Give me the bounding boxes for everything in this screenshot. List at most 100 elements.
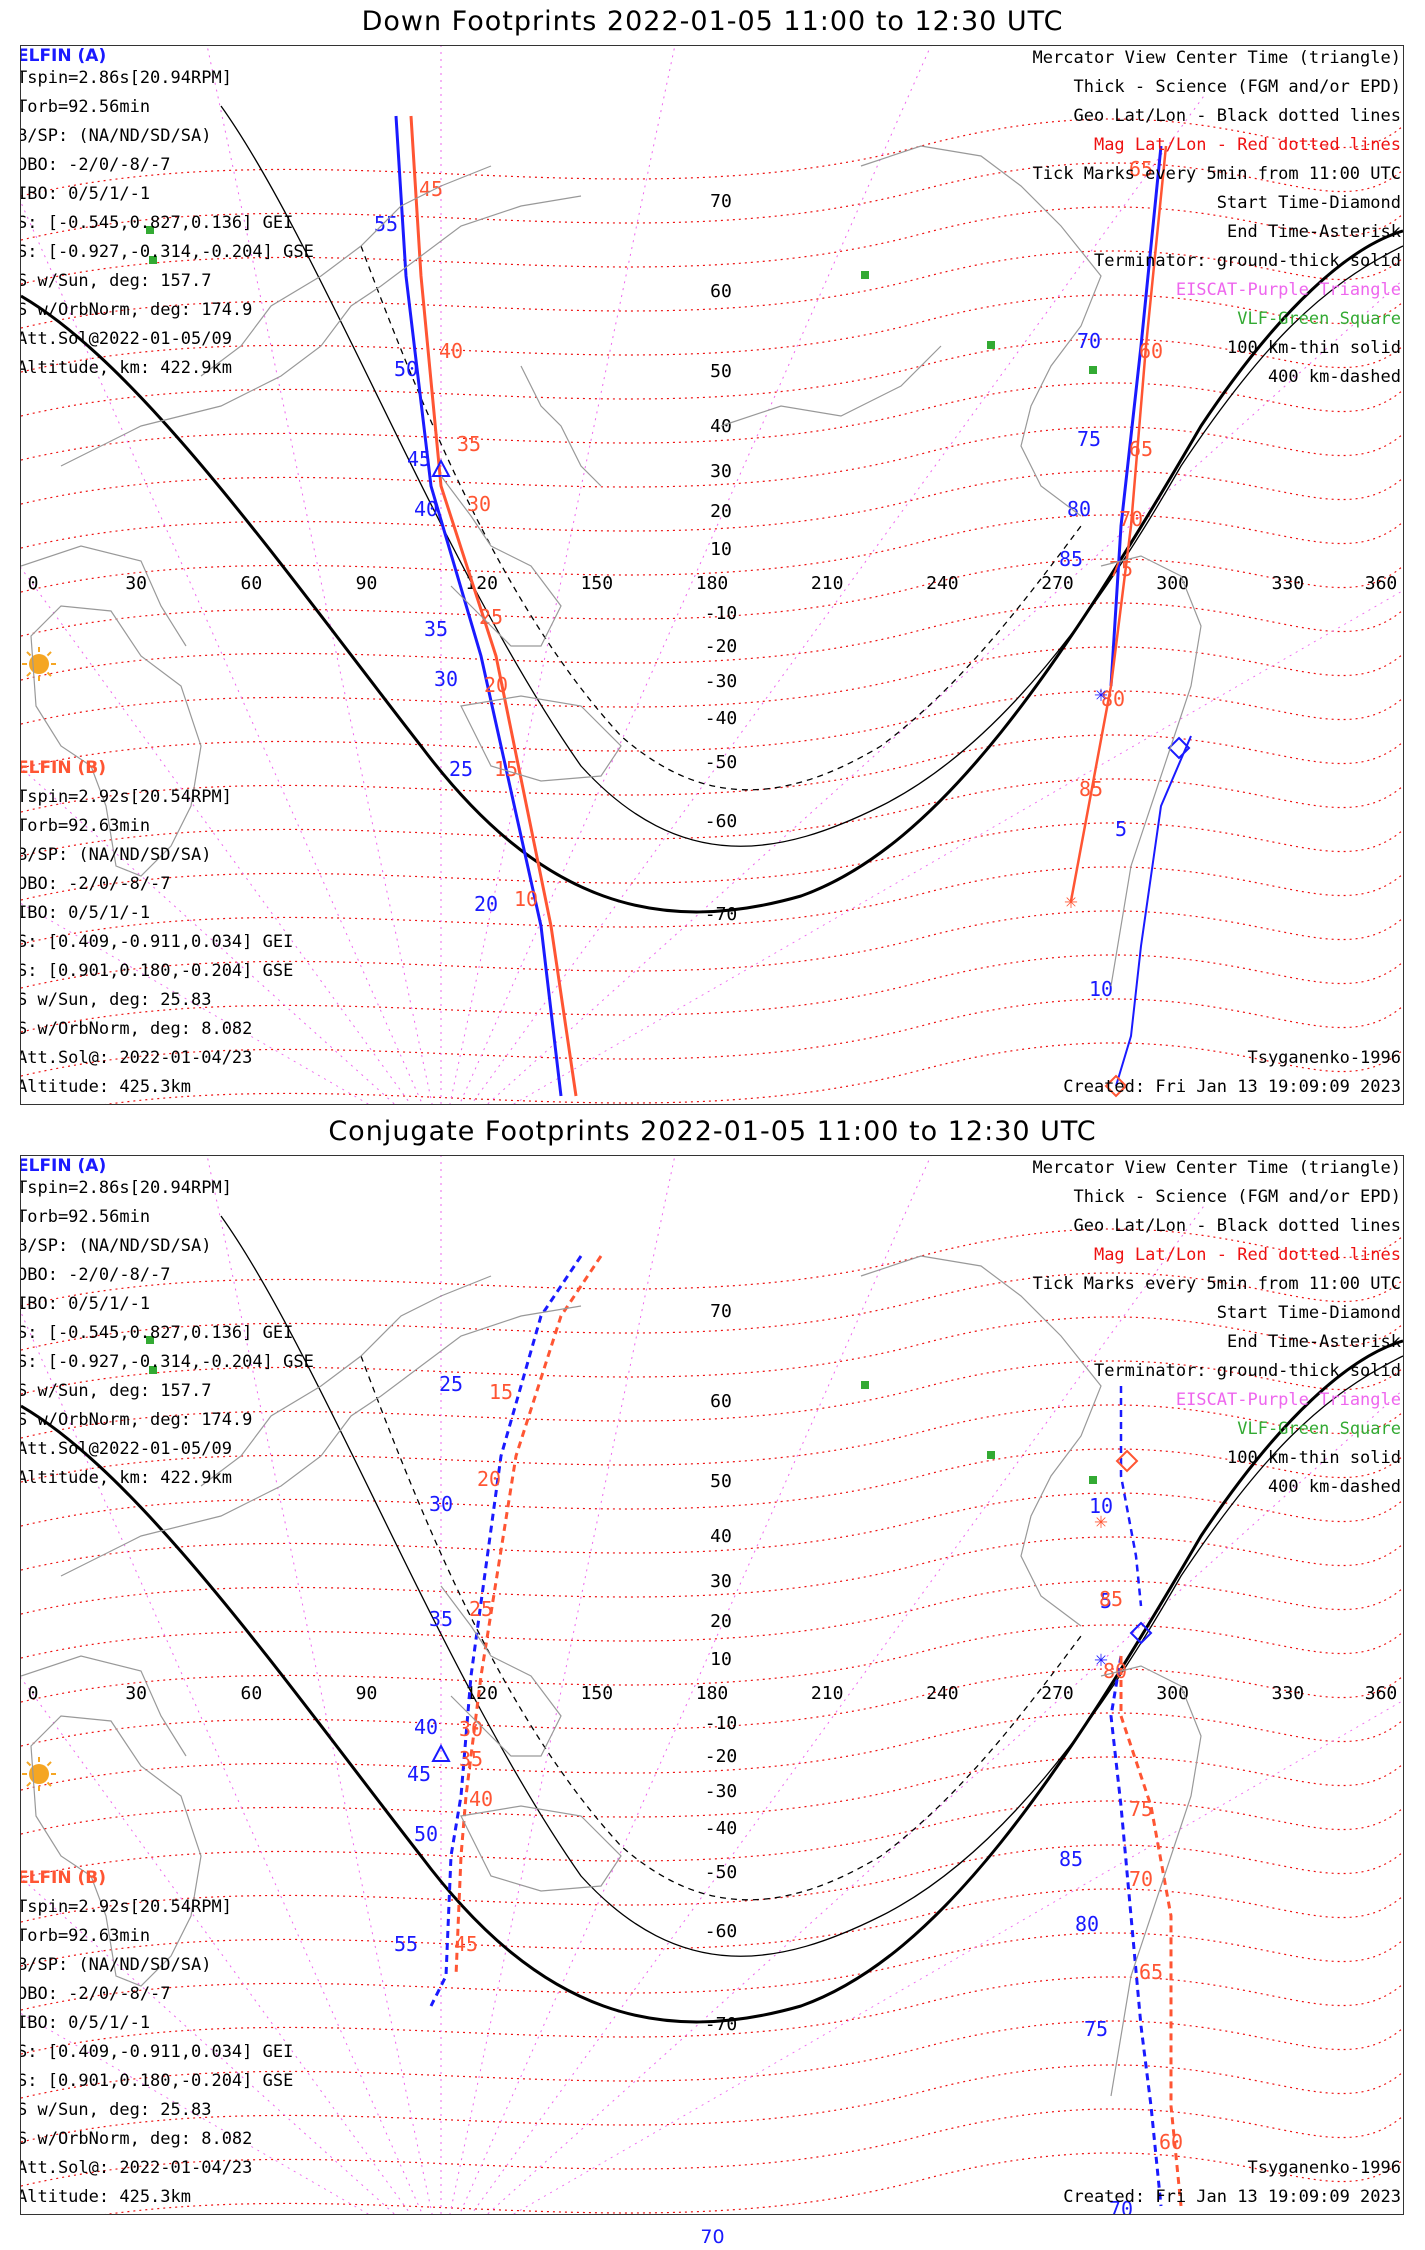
info-line: S w/Sun, deg: 25.83 (20, 2100, 212, 2120)
legend-item: Start Time-Diamond (1216, 1303, 1401, 1323)
stray-lat-label: 70 (700, 2226, 725, 2248)
legend-item: Start Time-Diamond (1216, 193, 1401, 213)
lon-tick-label: 300 (1156, 573, 1189, 594)
start-time-diamond (1115, 1449, 1139, 1473)
terminator-400km (360, 245, 1082, 791)
coastlines (21, 1255, 1202, 2097)
tick-label: 60 (1139, 339, 1163, 363)
vlf-station (861, 271, 869, 279)
info-line: B/SP: (NA/ND/SD/SA) (20, 1236, 212, 1256)
tick-label: 45 (407, 1762, 431, 1786)
tick-label: 65 (1129, 437, 1153, 461)
legend-item: Tick Marks every 5min from 11:00 UTC (1032, 164, 1401, 184)
info-line: S w/Sun, deg: 157.7 (20, 1381, 212, 1401)
legend-item: EISCAT-Purple Triangle (1175, 280, 1401, 300)
tick-label: 80 (1067, 497, 1091, 521)
tick-label: 70 (1129, 1867, 1153, 1891)
lon-tick-label: 60 (240, 1683, 262, 1704)
vlf-station (987, 1451, 995, 1459)
info-line: OBO: -2/0/-8/-7 (20, 1984, 171, 2004)
lat-tick-label: -70 (705, 2014, 738, 2035)
lon-tick-label: 150 (581, 573, 614, 594)
tick-label: 45 (454, 1932, 478, 1956)
tick-label: 55 (374, 212, 398, 236)
info-line: Att.Sol@2022-01-05/09 (20, 1439, 232, 1459)
coastlines (21, 145, 1202, 987)
lon-tick-label: 300 (1156, 1683, 1189, 1704)
panel-title: Down Footprints 2022-01-05 11:00 to 12:3… (361, 6, 1064, 37)
lat-tick-label: 30 (710, 461, 732, 482)
elfin-b-track (454, 1255, 603, 1977)
lon-tick-label: 360 (1365, 573, 1398, 594)
map-background: 10 20 30 40 50 60 70 -10 -20 -30 -40 -50 -60 -70 0 30 60… (21, 1156, 1403, 2214)
lat-tick-label: 50 (710, 1471, 732, 1492)
lon-tick-label: 210 (811, 573, 844, 594)
legend-item: Mag Lat/Lon - Red dotted lines (1093, 1245, 1401, 1265)
legend-item: 100 km-thin solid (1227, 1448, 1401, 1468)
legend-item: Terminator: ground-thick solid (1093, 251, 1401, 271)
lat-tick-label: -50 (705, 752, 738, 773)
lon-tick-label: 240 (926, 1683, 959, 1704)
elfin-a-header: ELFIN (A) (20, 46, 107, 66)
info-line: IBO: 0/5/1/-1 (20, 2013, 151, 2033)
tick-label: 10 (1089, 977, 1113, 1001)
lon-tick-label: 330 (1272, 573, 1305, 594)
vlf-station (149, 256, 157, 264)
center-time-triangle (431, 1743, 451, 1762)
lon-tick-label: 240 (926, 573, 959, 594)
tick-label: 15 (489, 1380, 513, 1404)
info-line: B/SP: (NA/ND/SD/SA) (20, 1955, 212, 1975)
lon-tick-label: 0 (28, 1683, 39, 1704)
tick-label: 30 (434, 667, 458, 691)
tick-label: 5 (1115, 817, 1127, 841)
legend-item: Mercator View Center Time (triangle) (1032, 48, 1401, 68)
info-line: Altitude, km: 422.9km (20, 358, 232, 378)
start-time-diamond (1104, 1074, 1128, 1098)
mag-lat-line (21, 1932, 1403, 2011)
tick-label: 35 (424, 617, 448, 641)
info-line: Att.Sol@2022-01-05/09 (20, 329, 232, 349)
legend-item: Mercator View Center Time (triangle) (1032, 1158, 1401, 1178)
tick-label: 35 (457, 432, 481, 456)
legend-item: Mag Lat/Lon - Red dotted lines (1093, 135, 1401, 155)
tick-label: 80 (1101, 687, 1125, 711)
info-line: S w/Sun, deg: 25.83 (20, 990, 212, 1010)
elfin-b-header: ELFIN (B) (20, 758, 107, 778)
created-label: Created: Fri Jan 13 19:09:09 2023 (1063, 1077, 1401, 1097)
lat-tick-label: -20 (705, 636, 738, 657)
info-line: IBO: 0/5/1/-1 (20, 1294, 151, 1314)
tick-label: 45 (407, 447, 431, 471)
map-frame: 10 20 30 40 50 60 70 -10 -20 -30 -40 -50 -60 -70 0 30 60… (20, 45, 1404, 1105)
lat-tick-label: -60 (705, 1921, 738, 1942)
info-line: Tspin=2.92s[20.54RPM] (20, 1897, 232, 1917)
tick-label: 20 (484, 673, 508, 697)
mag-lon-line (486, 1389, 1403, 2214)
model-label: Tsyganenko-1996 (1247, 1048, 1401, 1068)
info-line: S w/OrbNorm, deg: 174.9 (20, 1410, 253, 1430)
info-line: S w/OrbNorm, deg: 174.9 (20, 300, 253, 320)
legend-item: 400 km-dashed (1267, 1477, 1401, 1497)
info-line: OBO: -2/0/-8/-7 (20, 155, 171, 175)
info-line: Att.Sol@: 2022-01-04/23 (20, 1048, 253, 1068)
start-time-diamond (1167, 736, 1191, 760)
down-footprints-panel: Down Footprints 2022-01-05 11:00 to 12:3… (20, 6, 1404, 1105)
conjugate-footprints-panel: Conjugate Footprints 2022-01-05 11:00 to… (0, 1110, 1425, 2235)
mag-lat-line (21, 1668, 1403, 1747)
elfin-a-track-3 (1115, 735, 1192, 1087)
tick-label: 80 (1075, 1912, 1099, 1936)
info-line: Tspin=2.92s[20.54RPM] (20, 787, 232, 807)
lon-tick-label: 180 (696, 1683, 729, 1704)
lon-tick-label: 360 (1365, 1683, 1398, 1704)
elfin-a-header: ELFIN (A) (20, 1156, 107, 1176)
panel-title: Conjugate Footprints 2022-01-05 11:00 to… (328, 1116, 1097, 1147)
info-line: Torb=92.56min (20, 97, 151, 117)
start-time-diamond (1129, 1621, 1153, 1645)
tick-label: 40 (414, 1715, 438, 1739)
legend-item: Geo Lat/Lon - Black dotted lines (1073, 106, 1401, 126)
vlf-station (146, 226, 154, 234)
tick-label: 25 (449, 757, 473, 781)
vlf-station (146, 1336, 154, 1344)
info-line: S: [0.409,-0.911,0.034] GEI (20, 932, 294, 952)
lon-tick-label: 210 (811, 1683, 844, 1704)
mag-lat-line (21, 558, 1403, 637)
